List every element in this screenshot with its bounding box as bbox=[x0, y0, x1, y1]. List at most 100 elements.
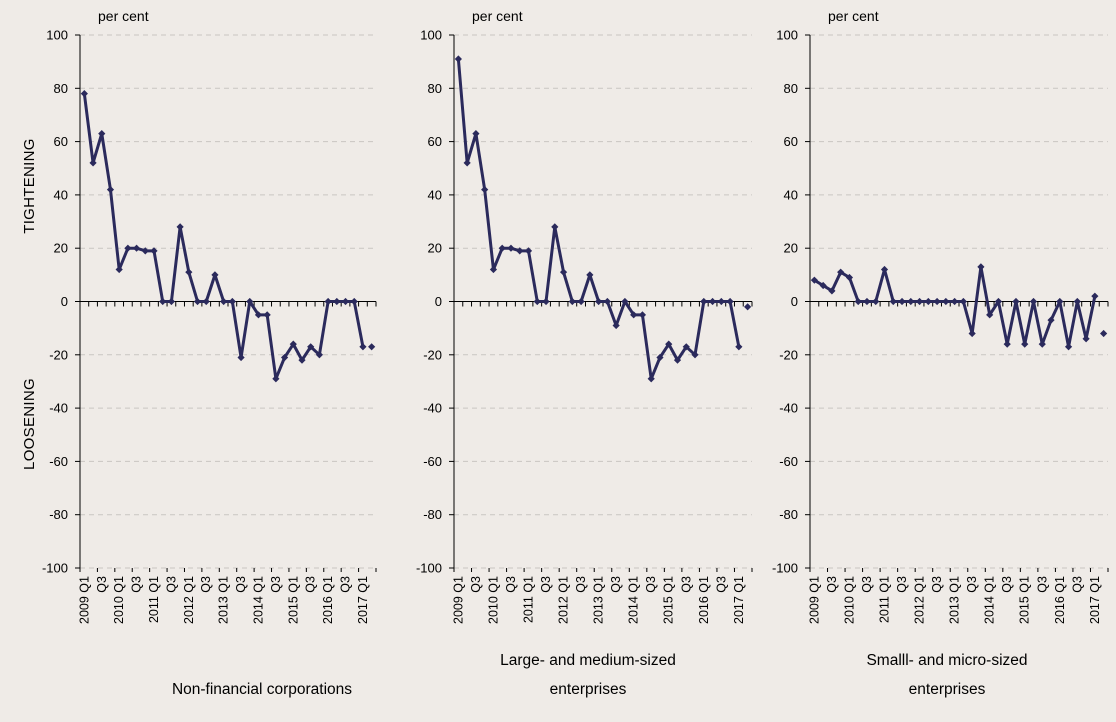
x-tick-label: 2012 Q1 bbox=[913, 576, 927, 624]
data-point bbox=[115, 265, 123, 274]
chart-panel-3: 100 80 60 40 20 0 -20 -40 -60 -80 -100 per cent 2009… bbox=[772, 8, 1109, 698]
data-point bbox=[612, 321, 620, 330]
data-point bbox=[167, 297, 176, 306]
x-tick-label: 2017 Q1 bbox=[732, 576, 746, 624]
data-point bbox=[726, 297, 734, 306]
data-point bbox=[845, 273, 854, 282]
y-tick-label: -80 bbox=[423, 507, 442, 522]
data-point bbox=[810, 276, 818, 284]
x-tick-label: 2015 Q1 bbox=[662, 576, 676, 624]
x-tick-label: 2011 Q1 bbox=[522, 576, 536, 623]
data-point bbox=[220, 297, 228, 306]
data-point bbox=[665, 340, 673, 348]
y-tick-label: 100 bbox=[776, 28, 798, 43]
x-tick-label: Q3 bbox=[130, 576, 144, 593]
x-tick-label: 2013 Q1 bbox=[948, 576, 962, 624]
y-tick-label: 100 bbox=[420, 28, 442, 43]
x-tick-label: Q3 bbox=[504, 576, 518, 593]
y-tick-label: -100 bbox=[772, 561, 798, 576]
side-label-loosening: LOOSENING bbox=[21, 378, 38, 470]
chart-caption: Smalll- and micro-sized bbox=[866, 652, 1027, 669]
data-point bbox=[568, 297, 576, 306]
data-point bbox=[559, 268, 568, 276]
y-tick-label: 100 bbox=[46, 28, 68, 43]
chart-panel-1: 100 80 60 40 20 0 -20 -40 -60 -80 -100 per cent 2009… bbox=[42, 8, 377, 698]
data-point bbox=[673, 356, 682, 364]
x-tick-label: 2010 Q1 bbox=[486, 576, 500, 624]
data-point bbox=[246, 297, 254, 306]
y-tick-label: 0 bbox=[435, 294, 442, 309]
data-point bbox=[1091, 292, 1099, 300]
data-point bbox=[280, 353, 289, 362]
data-point bbox=[735, 343, 743, 351]
x-tick-label: Q3 bbox=[304, 576, 318, 593]
y-tick-label: -80 bbox=[49, 507, 68, 522]
data-point bbox=[924, 297, 932, 306]
chart-caption: enterprises bbox=[550, 681, 627, 698]
data-point bbox=[333, 297, 341, 306]
x-tick-label: Q3 bbox=[469, 576, 483, 593]
data-point bbox=[228, 297, 236, 306]
data-point bbox=[237, 353, 245, 362]
data-point bbox=[193, 297, 202, 306]
unit-label: per cent bbox=[98, 8, 149, 24]
series-line bbox=[456, 58, 741, 381]
y-tick-label: 80 bbox=[54, 81, 68, 96]
data-point bbox=[202, 297, 210, 306]
x-tick-label: 2013 Q1 bbox=[592, 576, 606, 624]
x-tick-label: Q3 bbox=[95, 576, 109, 593]
data-point bbox=[98, 130, 106, 138]
data-point bbox=[1021, 340, 1029, 348]
y-tick-label: 60 bbox=[784, 134, 798, 149]
y-tick-label: -20 bbox=[49, 347, 68, 362]
y-tick-label: -20 bbox=[423, 347, 442, 362]
y-tick-label: 20 bbox=[784, 241, 798, 256]
data-point bbox=[1038, 340, 1046, 348]
data-point bbox=[481, 185, 489, 194]
data-point bbox=[454, 55, 462, 63]
data-point bbox=[837, 268, 845, 276]
data-point bbox=[141, 247, 149, 255]
data-point bbox=[854, 297, 862, 306]
data-point bbox=[89, 159, 97, 167]
data-point bbox=[124, 244, 132, 252]
y-tick-label: 40 bbox=[784, 187, 798, 202]
data-point bbox=[1082, 335, 1090, 343]
y-tick-label: 80 bbox=[784, 81, 798, 96]
data-point bbox=[647, 375, 655, 383]
data-point bbox=[621, 297, 629, 306]
x-tick-label: 2011 Q1 bbox=[878, 576, 892, 623]
data-point bbox=[307, 343, 315, 351]
chart-caption: Non-financial corporations bbox=[172, 681, 352, 698]
data-point bbox=[298, 356, 306, 364]
data-point bbox=[211, 271, 219, 279]
data-point bbox=[1064, 343, 1073, 351]
data-point bbox=[863, 297, 871, 306]
y-tick-label: 0 bbox=[791, 294, 798, 309]
data-point bbox=[542, 297, 550, 306]
data-point bbox=[898, 297, 906, 306]
data-point bbox=[106, 185, 115, 194]
data-point bbox=[880, 265, 889, 274]
data-point bbox=[951, 297, 959, 306]
chart-caption: Large- and medium-sized bbox=[500, 652, 676, 669]
data-point bbox=[263, 311, 271, 319]
data-point bbox=[472, 130, 480, 138]
data-point bbox=[359, 343, 367, 351]
y-tick-label: -20 bbox=[779, 347, 798, 362]
x-tick-label: Q3 bbox=[539, 576, 553, 593]
x-tick-label: Q3 bbox=[164, 576, 178, 593]
x-tick-label: Q3 bbox=[1035, 576, 1049, 593]
side-label-tightening: TIGHTENING bbox=[21, 138, 38, 234]
data-point bbox=[1003, 340, 1011, 348]
y-tick-label: -40 bbox=[49, 401, 68, 416]
x-tick-label: 2012 Q1 bbox=[182, 576, 196, 624]
x-tick-label: 2014 Q1 bbox=[251, 576, 265, 624]
data-point bbox=[586, 271, 594, 279]
y-tick-label: -100 bbox=[416, 561, 442, 576]
data-point bbox=[507, 244, 515, 252]
x-tick-label: 2014 Q1 bbox=[983, 576, 997, 624]
data-point bbox=[708, 297, 717, 306]
x-tick-label: 2016 Q1 bbox=[321, 576, 335, 624]
y-tick-label: -60 bbox=[423, 454, 442, 469]
